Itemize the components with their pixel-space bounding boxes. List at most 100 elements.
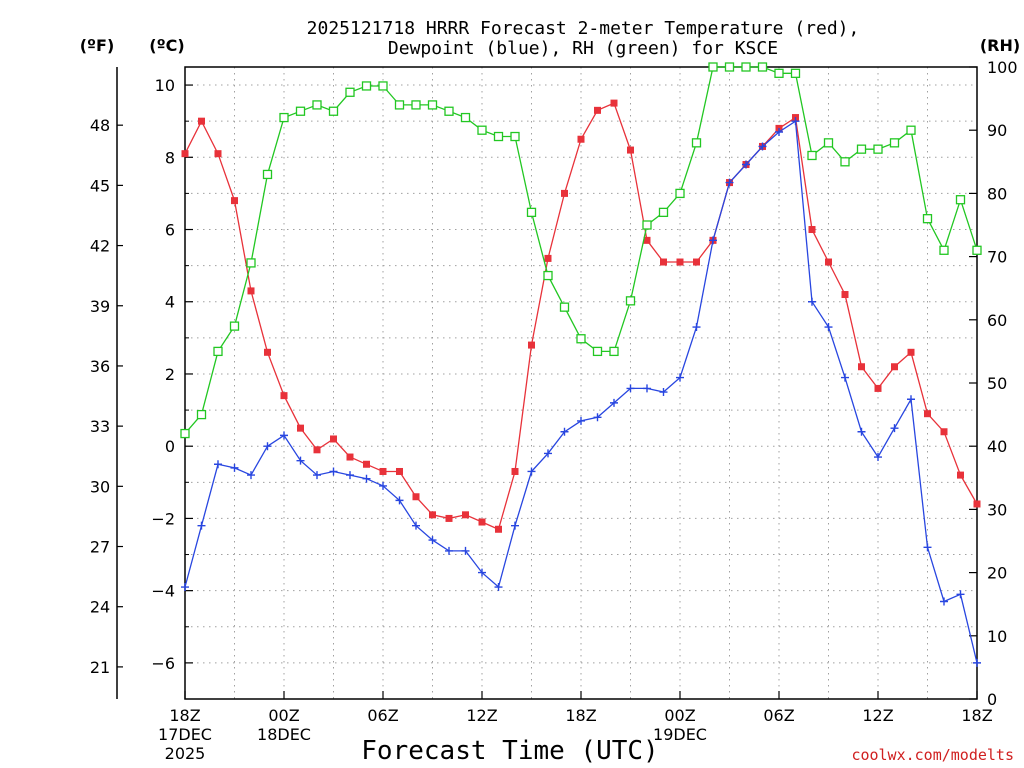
rh-tick-label: 30 [987, 500, 1007, 519]
data-point-rh [295, 106, 306, 116]
data-point-dewpoint [808, 297, 816, 306]
x-tick-label: 18Z [565, 706, 596, 725]
data-point-dewpoint [874, 453, 882, 462]
data-point-rh [906, 125, 916, 135]
data-point-rh [741, 62, 751, 72]
data-point-rh [576, 334, 586, 344]
rh-tick-label: 0 [987, 690, 997, 709]
data-point-2-meter-temperature [198, 117, 205, 125]
data-point-dewpoint [725, 178, 734, 187]
data-point-2-meter-temperature [858, 363, 865, 371]
x-axis-label: Forecast Time (UTC) [361, 736, 658, 766]
data-point-rh [790, 68, 801, 78]
data-point-rh [394, 100, 405, 110]
data-point-rh [774, 68, 784, 78]
data-point-dewpoint [973, 658, 981, 667]
series-rh [180, 62, 982, 439]
data-point-rh [823, 138, 834, 148]
data-point-rh [279, 112, 289, 123]
data-point-rh [625, 296, 636, 306]
data-point-2-meter-temperature [363, 460, 370, 468]
chart-title-line1: 2025121718 HRRR Forecast 2-meter Tempera… [307, 18, 860, 39]
x-tick-label: 2025 [165, 744, 206, 763]
credit-label: coolwx.com/modelts [851, 746, 1014, 764]
data-point-rh [955, 195, 966, 205]
data-point-2-meter-temperature [462, 511, 469, 519]
data-point-dewpoint [313, 471, 321, 480]
data-point-2-meter-temperature [808, 226, 816, 234]
data-point-dewpoint [478, 568, 486, 577]
data-point-2-meter-temperature [495, 525, 502, 533]
rh-tick-label: 100 [987, 58, 1018, 77]
data-point-2-meter-temperature [264, 348, 271, 356]
data-point-rh [807, 150, 817, 161]
data-point-rh [922, 214, 933, 224]
data-point-2-meter-temperature [478, 518, 486, 526]
data-point-dewpoint [742, 160, 750, 169]
series-layer [180, 62, 982, 667]
data-point-dewpoint [560, 427, 569, 436]
data-point-2-meter-temperature [891, 363, 898, 371]
data-point-2-meter-temperature [973, 500, 981, 508]
celsius-tick-label: 2 [165, 365, 175, 384]
x-tick-label: 19DEC [653, 725, 707, 744]
data-point-rh [262, 169, 273, 180]
x-tick-label: 12Z [466, 706, 497, 725]
x-tick-label: 18DEC [257, 725, 311, 744]
data-point-2-meter-temperature [528, 341, 535, 349]
grid-lines [185, 67, 977, 700]
rh-tick-label: 50 [987, 374, 1007, 393]
fahrenheit-tick-label: 21 [90, 658, 110, 677]
data-point-2-meter-temperature [412, 493, 420, 501]
data-point-2-meter-temperature [429, 511, 436, 519]
data-point-rh [361, 81, 372, 91]
data-point-rh [658, 207, 669, 218]
data-point-rh [856, 144, 867, 154]
data-point-dewpoint [956, 590, 965, 599]
fahrenheit-tick-label: 48 [90, 116, 110, 135]
data-point-2-meter-temperature [627, 146, 634, 154]
data-point-2-meter-temperature [511, 467, 519, 475]
data-point-rh [675, 188, 685, 199]
data-point-dewpoint [709, 236, 717, 245]
data-point-rh [724, 62, 735, 72]
data-point-dewpoint [527, 467, 536, 476]
data-point-rh [691, 138, 702, 148]
data-point-2-meter-temperature [544, 254, 552, 262]
data-point-dewpoint [907, 395, 915, 404]
data-point-2-meter-temperature [214, 150, 222, 158]
data-point-rh [312, 100, 322, 110]
data-point-rh [444, 106, 454, 116]
data-point-rh [345, 87, 355, 97]
data-point-rh [939, 245, 949, 255]
data-point-2-meter-temperature [940, 428, 948, 436]
data-point-dewpoint [577, 416, 585, 425]
data-point-dewpoint [247, 471, 255, 480]
data-point-dewpoint [659, 388, 668, 397]
data-point-rh [642, 220, 652, 230]
data-point-dewpoint [857, 427, 866, 436]
data-point-dewpoint [544, 449, 552, 458]
x-tick-label: 06Z [367, 706, 398, 725]
data-point-rh [246, 258, 256, 268]
celsius-tick-label: 0 [165, 437, 175, 456]
data-point-2-meter-temperature [577, 135, 585, 143]
data-point-2-meter-temperature [693, 258, 700, 266]
data-point-dewpoint [230, 463, 239, 472]
data-point-rh [411, 100, 421, 110]
data-point-dewpoint [445, 546, 453, 555]
data-point-dewpoint [461, 546, 470, 555]
fahrenheit-tick-label: 27 [90, 538, 110, 557]
data-point-dewpoint [214, 460, 222, 469]
data-point-2-meter-temperature [660, 258, 667, 266]
data-point-2-meter-temperature [874, 384, 882, 392]
data-point-2-meter-temperature [676, 258, 684, 266]
data-point-dewpoint [395, 496, 404, 505]
data-point-rh [510, 131, 520, 142]
rh-tick-label: 10 [987, 627, 1007, 646]
series-2-meter-temperature [181, 99, 981, 533]
data-point-rh [889, 138, 900, 148]
data-point-2-meter-temperature [330, 435, 337, 443]
fahrenheit-tick-label: 24 [90, 598, 110, 617]
